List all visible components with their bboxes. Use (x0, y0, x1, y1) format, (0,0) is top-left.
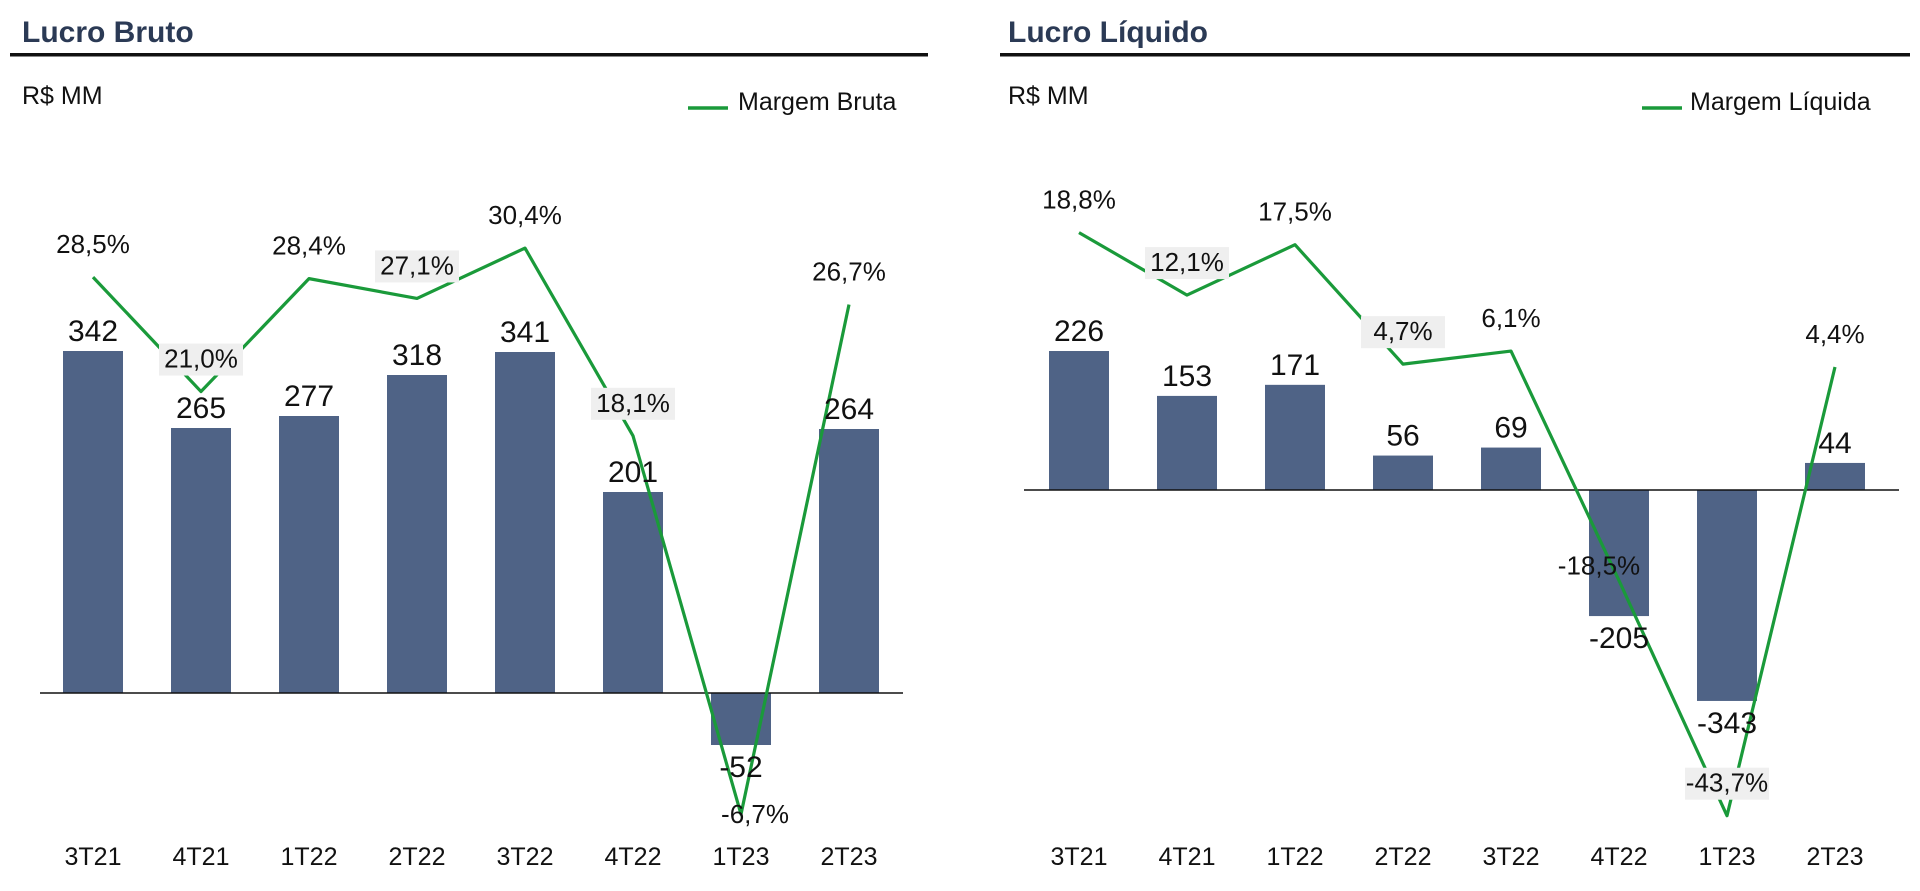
x-tick-label: 2T23 (821, 843, 878, 871)
bar-value-label: 44 (1818, 427, 1851, 460)
bar-value-label: 277 (284, 380, 334, 413)
bar-value-label: 69 (1494, 412, 1527, 445)
bar-value-label: 171 (1270, 349, 1320, 382)
pct-label-bg (1145, 247, 1229, 280)
margin-value-label: 12,1% (1150, 247, 1224, 277)
legend-label: Margem Líquida (1690, 88, 1871, 116)
bar (1697, 490, 1757, 701)
margin-value-label: 30,4% (488, 200, 562, 230)
margin-value-label: 6,1% (1481, 303, 1540, 333)
chart-plot: 226 153 171 56 69 -205 -343 44 18,8% 12,1% 17,5% 4,… (1024, 185, 1899, 871)
bar-value-label: -205 (1589, 622, 1649, 655)
x-tick-label: 4T21 (173, 843, 230, 871)
x-tick-label: 4T22 (1591, 843, 1648, 871)
margin-value-label: -6,7% (721, 799, 789, 829)
bar-value-label: 341 (500, 316, 550, 349)
pct-label-bg (591, 387, 675, 420)
bar (171, 428, 231, 693)
margin-value-label: -43,7% (1686, 768, 1768, 798)
bar (819, 429, 879, 693)
bar (1805, 462, 1865, 490)
chart-plot: 342 265 277 318 341 201 -52 264 28,5% 21,0% 28,4% 2… (40, 200, 903, 871)
margin-value-label: 18,1% (596, 388, 670, 418)
chart-title: Lucro Líquido (1008, 16, 1208, 49)
bar (1049, 351, 1109, 490)
x-tick-label: 3T21 (65, 843, 122, 871)
bar-value-label: -343 (1697, 707, 1757, 740)
bar (1589, 490, 1649, 617)
pct-label-bg (1361, 316, 1445, 349)
x-tick-label: 1T22 (281, 843, 338, 871)
chart-lucro-bruto: Lucro Bruto R$ MM Margem Bruta 342 265 277… (10, 16, 928, 871)
bar-value-label: 201 (608, 456, 658, 489)
x-tick-label: 4T21 (1159, 843, 1216, 871)
pct-label-bg (375, 250, 459, 283)
bar (1481, 447, 1541, 490)
margin-value-label: 26,7% (812, 257, 886, 287)
bar (1157, 395, 1217, 490)
bar (1373, 455, 1433, 490)
margin-value-label: 4,4% (1805, 319, 1864, 349)
bar (279, 416, 339, 693)
bar-value-label: 318 (392, 339, 442, 372)
x-tick-label: 3T22 (1483, 843, 1540, 871)
bar (387, 375, 447, 693)
bar-value-label: -52 (719, 751, 762, 784)
bar (1265, 384, 1325, 490)
bar (495, 352, 555, 693)
margin-value-label: -18,5% (1558, 551, 1640, 581)
x-tick-label: 3T22 (497, 843, 554, 871)
x-tick-label: 1T23 (713, 843, 770, 871)
bar (603, 492, 663, 693)
margin-value-label: 18,8% (1042, 185, 1116, 215)
chart-title: Lucro Bruto (22, 16, 194, 49)
title-underline (1000, 53, 1910, 57)
margin-value-label: 4,7% (1373, 316, 1432, 346)
bar-value-label: 342 (68, 315, 118, 348)
pct-label-bg (159, 343, 243, 376)
bar-value-label: 265 (176, 392, 226, 425)
bar-value-label: 56 (1386, 420, 1419, 453)
legend-label: Margem Bruta (738, 88, 896, 116)
x-tick-label: 2T22 (389, 843, 446, 871)
unit-label: R$ MM (1008, 82, 1089, 110)
bar-value-label: 264 (824, 393, 874, 426)
x-tick-label: 1T22 (1267, 843, 1324, 871)
margin-value-label: 17,5% (1258, 197, 1332, 227)
margin-value-label: 27,1% (380, 250, 454, 280)
x-tick-label: 4T22 (605, 843, 662, 871)
bar-value-label: 153 (1162, 360, 1212, 393)
margin-value-label: 21,0% (164, 344, 238, 374)
chart-lucro-liquido: Lucro Líquido R$ MM Margem Líquida 226 15… (1000, 16, 1910, 871)
title-underline (10, 53, 928, 57)
x-tick-label: 1T23 (1699, 843, 1756, 871)
bar (63, 351, 123, 693)
bar-value-label: 226 (1054, 315, 1104, 348)
x-tick-label: 2T23 (1807, 843, 1864, 871)
x-tick-label: 3T21 (1051, 843, 1108, 871)
margin-value-label: 28,5% (56, 229, 130, 259)
x-tick-label: 2T22 (1375, 843, 1432, 871)
pct-label-bg (1685, 767, 1769, 800)
unit-label: R$ MM (22, 82, 103, 110)
margin-value-label: 28,4% (272, 231, 346, 261)
